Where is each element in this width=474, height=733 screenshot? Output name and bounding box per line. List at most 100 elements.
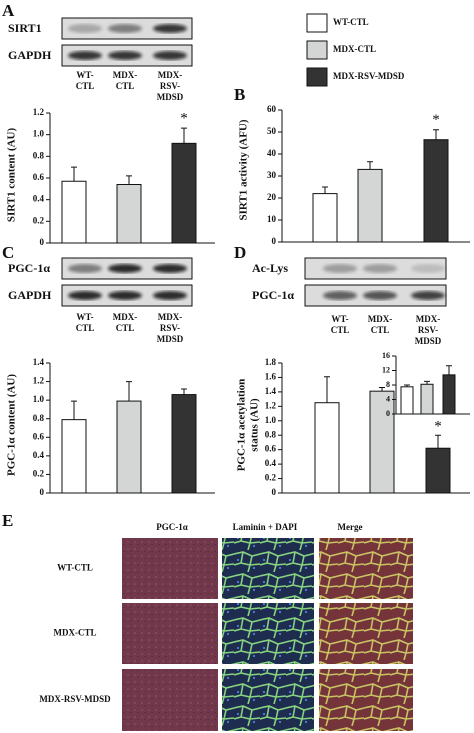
y-tick-label: 4 [386,394,390,403]
blot-band [108,291,142,300]
error-bar [379,387,385,392]
blot-row-label: GAPDH [8,48,52,62]
error-bar [181,127,187,144]
bar [314,402,340,494]
error-bar [322,186,328,194]
error-bar [71,400,77,420]
micrograph [319,669,413,731]
column-title: PGC-1α [156,522,188,532]
lane-label: RSV- [160,81,180,91]
y-tick-label: 1.2 [265,400,277,410]
panel-letter: E [2,511,13,530]
y-tick-label: 1.0 [33,394,45,404]
y-tick-label: 1.0 [265,415,277,425]
blot-band [323,291,357,300]
error-bar [435,434,441,449]
error-bar [367,161,373,170]
row-label: WT-CTL [57,563,93,573]
blot-row-label: Ac-Lys [252,261,288,275]
blot-band [153,24,187,33]
y-tick-label: 0 [40,487,45,497]
y-tick-label: 0 [40,237,45,247]
lane-label: MDSD [157,92,184,102]
lane-label: WT- [331,314,348,324]
lane-label: CTL [116,81,135,91]
lane-label: MDX- [113,70,138,80]
y-tick-label: 1.4 [265,386,277,396]
y-tick-label: 40 [267,148,277,158]
row-label: MDX-CTL [54,628,97,638]
panel-letter: D [234,243,246,262]
y-tick-label: 8 [386,380,390,389]
lane-label: CTL [331,325,350,335]
bar [425,447,451,494]
micrograph [222,669,314,731]
error-bar [424,380,430,385]
blot-band [68,264,102,273]
blot-row-label: PGC-1α [252,288,294,302]
blot-band [323,264,357,273]
y-tick-label: 0.4 [265,458,277,468]
micrograph [319,603,413,664]
blot-band [411,264,445,273]
lane-label: WT- [76,70,93,80]
y-tick-label: 0.8 [33,413,45,423]
lane-label: CTL [116,323,135,333]
bar [116,184,142,244]
y-tick-label: 0 [272,236,277,246]
lane-label: CTL [371,325,390,335]
lane-label: CTL [76,323,95,333]
bar [357,168,383,243]
y-tick-label: 60 [267,104,277,114]
micrograph [122,538,218,599]
y-tick-label: 0.2 [265,473,277,483]
y-axis-label: SIRT1 content (AU) [6,128,18,223]
y-tick-label: 1.2 [33,107,45,117]
micrograph [222,538,314,599]
bar [369,390,395,494]
y-tick-label: 20 [267,192,277,202]
bar [312,193,338,243]
row-label: MDX-RSV-MDSD [39,694,111,704]
bar [400,386,414,415]
y-tick-label: 0.4 [33,194,45,204]
lane-label: RSV- [418,325,438,335]
lane-label: RSV- [160,323,180,333]
bar [171,142,197,244]
bar [61,419,87,494]
y-tick-label: 16 [382,351,390,360]
y-axis-label: PGC-1α acetylation [236,379,248,472]
lane-label: MDX- [158,70,183,80]
significance-mark: * [432,112,440,128]
y-tick-label: 0.2 [33,468,45,478]
legend-label: MDX-RSV-MDSD [333,71,405,81]
error-bar [126,381,132,402]
y-tick-label: 0 [386,409,390,418]
blot-band [363,264,397,273]
blot-band [411,291,445,300]
y-tick-label: 50 [267,126,277,136]
lane-label: MDSD [415,336,442,346]
error-bar [446,365,452,375]
error-bar [433,129,439,140]
blot-row-label: PGC-1α [8,261,50,275]
lane-label: MDSD [157,334,184,344]
y-tick-label: 0.8 [265,429,277,439]
micrograph [122,669,218,731]
error-bar [404,384,410,387]
blot-band [153,264,187,273]
blot-band [68,291,102,300]
legend-swatch [306,67,328,87]
y-tick-label: 10 [267,214,277,224]
bar [442,374,456,415]
panel-letter: C [2,243,14,262]
bar [423,139,449,243]
legend-label: MDX-CTL [333,44,376,54]
y-tick-label: 0 [272,487,277,497]
lane-label: CTL [76,81,95,91]
y-tick-label: 30 [267,170,277,180]
micrograph [222,603,314,664]
lane-label: MDX- [158,312,183,322]
y-tick-label: 1.8 [265,357,277,367]
